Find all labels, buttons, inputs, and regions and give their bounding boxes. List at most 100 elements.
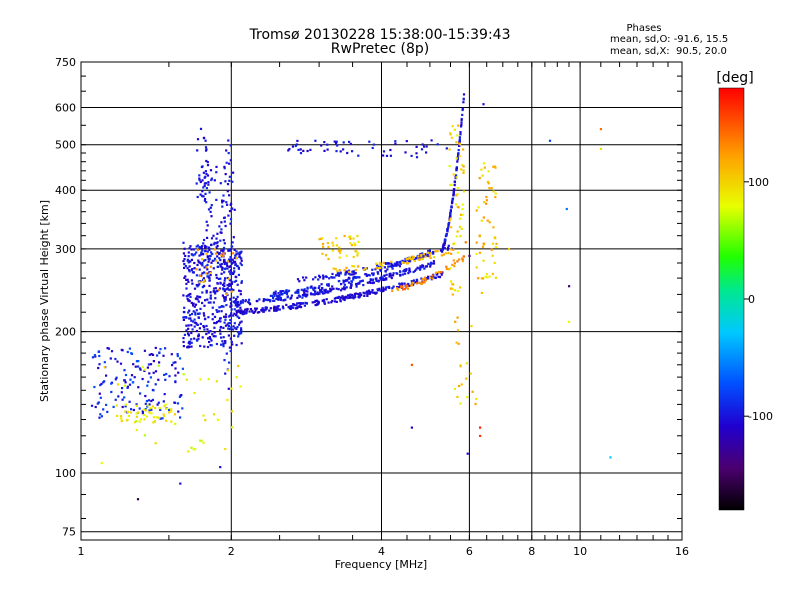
data-point [230, 245, 233, 248]
data-point [237, 273, 240, 276]
data-point [185, 324, 188, 327]
data-point [396, 288, 400, 291]
data-point [235, 301, 238, 304]
data-point [229, 271, 232, 274]
data-point [186, 267, 189, 270]
data-point [201, 286, 204, 289]
data-point [189, 317, 192, 320]
data-point [404, 269, 407, 272]
data-point [198, 268, 201, 271]
data-point [186, 259, 189, 262]
data-point [190, 338, 193, 341]
data-point [287, 305, 290, 309]
data-point [397, 286, 400, 289]
data-point [204, 246, 207, 249]
data-point [371, 289, 374, 292]
data-point [235, 279, 238, 282]
data-point [212, 413, 216, 416]
data-point [433, 256, 436, 259]
data-point [135, 403, 138, 406]
data-point [350, 244, 353, 247]
data-point [382, 278, 385, 282]
data-point [193, 325, 196, 328]
data-point [339, 251, 342, 254]
data-point [483, 166, 486, 169]
data-point [283, 291, 286, 295]
data-point [182, 337, 185, 340]
data-point [458, 140, 461, 144]
data-point [161, 417, 164, 420]
data-point [227, 214, 230, 217]
data-point [190, 301, 193, 304]
data-point [224, 318, 227, 321]
data-point [223, 242, 226, 245]
data-point [232, 328, 235, 331]
data-point [230, 410, 234, 413]
data-point [188, 314, 192, 317]
data-point [229, 302, 233, 305]
data-point [494, 276, 497, 279]
data-point [420, 148, 424, 151]
data-point [350, 284, 353, 287]
data-point [387, 285, 390, 289]
data-point [93, 354, 96, 357]
data-point [272, 299, 275, 302]
data-point [485, 199, 488, 202]
data-point [451, 263, 454, 266]
data-point [303, 304, 306, 307]
data-point [114, 398, 117, 401]
data-point [203, 244, 206, 247]
data-point [158, 361, 161, 364]
data-point [285, 293, 289, 296]
data-point [210, 178, 213, 182]
data-point [235, 327, 238, 331]
data-point [157, 401, 160, 404]
data-point [414, 257, 418, 260]
data-point [486, 219, 489, 222]
data-point [209, 296, 212, 299]
data-point [127, 410, 130, 413]
data-point [195, 283, 198, 287]
data-point [279, 290, 283, 293]
data-point [393, 262, 396, 265]
data-point [214, 292, 217, 295]
data-point [231, 258, 234, 261]
data-point [333, 140, 336, 143]
data-point [449, 217, 452, 220]
data-point [226, 190, 229, 193]
data-point [358, 276, 361, 279]
data-point [238, 323, 241, 326]
data-point [323, 149, 326, 152]
data-point [204, 175, 207, 178]
data-point [244, 308, 247, 311]
data-point [330, 276, 333, 279]
data-point [234, 260, 237, 263]
data-point [491, 242, 495, 245]
data-point [187, 450, 190, 453]
data-point [295, 143, 298, 146]
data-point [278, 293, 281, 297]
data-point [219, 265, 222, 268]
data-point [237, 332, 241, 335]
data-point [183, 306, 186, 309]
data-point [202, 242, 205, 245]
data-point [385, 154, 389, 157]
data-point [428, 250, 431, 253]
data-point [208, 336, 211, 339]
data-point [235, 343, 238, 347]
data-point [391, 267, 394, 270]
data-point [227, 284, 231, 287]
data-point [599, 128, 602, 131]
data-point [407, 282, 410, 286]
data-point [190, 345, 193, 348]
data-point [230, 280, 233, 283]
data-point [224, 342, 227, 345]
data-point [344, 272, 347, 275]
data-point [239, 302, 242, 305]
data-point [239, 311, 242, 314]
data-point [381, 289, 384, 293]
data-point [382, 154, 385, 157]
data-point [203, 250, 206, 253]
data-point [299, 306, 303, 309]
data-point [206, 164, 210, 167]
